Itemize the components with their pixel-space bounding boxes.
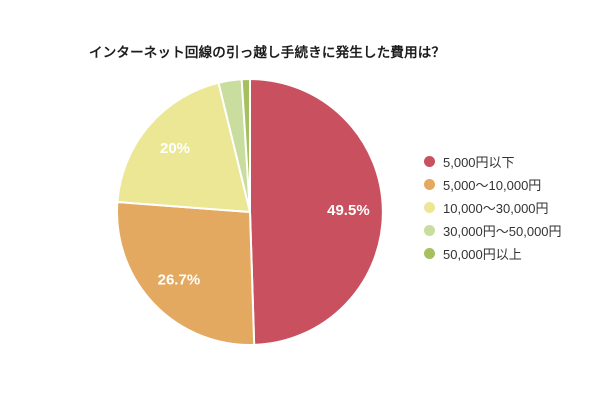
slice-value-label: 49.5%	[327, 202, 370, 219]
legend-swatch-icon	[424, 156, 435, 167]
legend-swatch-icon	[424, 225, 435, 236]
legend-label: 50,000円以上	[443, 247, 522, 262]
legend-swatch-icon	[424, 202, 435, 213]
slice-value-label: 20%	[160, 140, 190, 157]
pie-slice-2	[116, 81, 251, 213]
chart-title: インターネット回線の引っ越し手続きに発生した費用は？	[89, 45, 446, 60]
legend-swatch-icon	[424, 248, 435, 259]
pie-slice-0	[249, 78, 384, 346]
legend-label: 10,000〜30,000円	[443, 201, 549, 216]
legend-item-2: 10,000〜30,000円	[424, 196, 562, 219]
legend-item-3: 30,000円〜50,000円	[424, 219, 562, 242]
legend-swatch-icon	[424, 179, 435, 190]
legend-label: 5,000〜10,000円	[443, 178, 542, 193]
legend-item-1: 5,000〜10,000円	[424, 173, 562, 196]
slice-value-label: 26.7%	[158, 272, 201, 289]
legend-item-0: 5,000円以下	[424, 150, 562, 173]
legend-label: 5,000円以下	[443, 155, 515, 170]
legend-item-4: 50,000円以上	[424, 242, 562, 265]
legend-label: 30,000円〜50,000円	[443, 224, 562, 239]
legend: 5,000円以下 5,000〜10,000円 10,000〜30,000円 30…	[424, 150, 562, 265]
pie-slice-4	[240, 77, 251, 213]
pie-slice-1	[116, 200, 256, 346]
